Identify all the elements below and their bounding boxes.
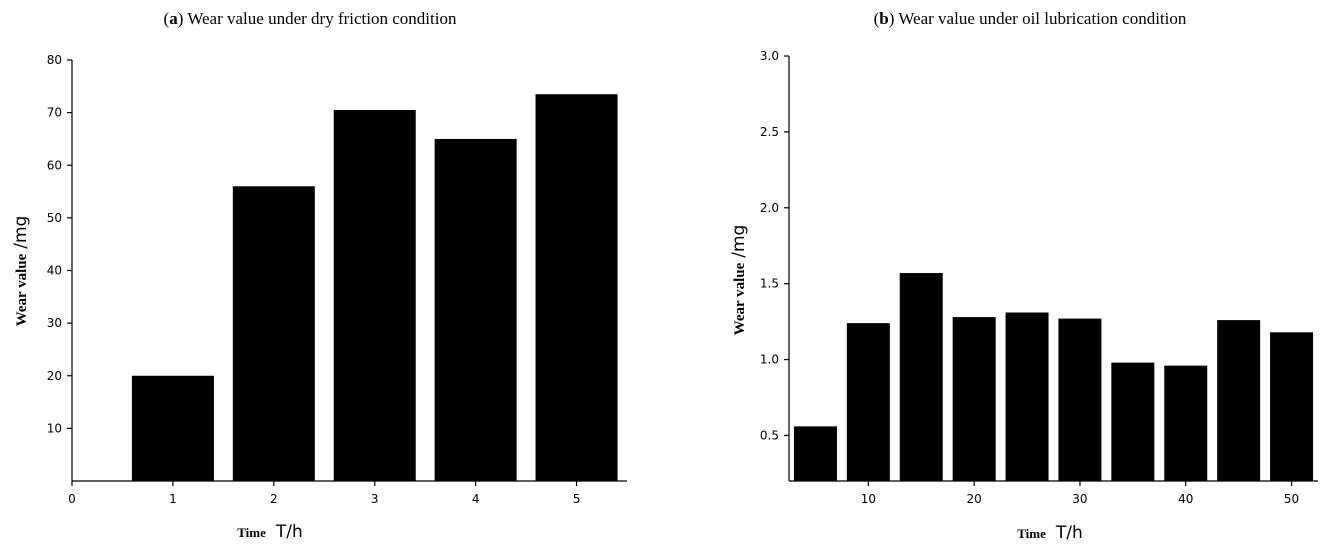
chart-a-bar [232, 186, 315, 482]
chart-b-bar [1111, 362, 1155, 481]
chart-a-y-tick-label: 50 [47, 211, 62, 225]
chart-a-y-tick-label: 70 [47, 106, 62, 120]
chart-b-title: (b) Wear value under oil lubrication con… [874, 9, 1187, 28]
chart-b-bar [846, 323, 890, 481]
chart-b-y-tick-label: 3.0 [760, 49, 779, 63]
chart-a-bar [131, 375, 214, 481]
chart-b-y-tick-label: 2.5 [760, 125, 779, 139]
chart-b-bar [793, 426, 837, 481]
chart-a-bar [434, 138, 517, 481]
chart-b-y-tick-label: 2.0 [760, 201, 779, 215]
chart-a-bar [535, 94, 618, 482]
chart-b-x-tick-label: 10 [861, 492, 876, 506]
chart-a-x-tick-label: 1 [169, 492, 177, 506]
chart-b: (b) Wear value under oil lubrication con… [729, 9, 1318, 543]
chart-a-x-tick-label: 4 [472, 492, 480, 506]
chart-b-bar [1164, 365, 1208, 481]
chart-a-title: (a) Wear value under dry friction condit… [164, 9, 457, 28]
chart-a-y-tick-label: 30 [47, 316, 62, 330]
chart-a-y-tick-label: 80 [47, 53, 62, 67]
chart-a-x-tick-label: 0 [68, 492, 76, 506]
chart-b-bar [1005, 312, 1049, 481]
chart-a-bar [333, 109, 416, 482]
chart-a: (a) Wear value under dry friction condit… [11, 9, 627, 542]
chart-b-x-tick-label: 20 [967, 492, 982, 506]
svg-text:Wear value/mg: Wear value/mg [11, 216, 31, 327]
chart-b-x-axis-label: Time T/h [1017, 523, 1083, 543]
chart-b-bar [899, 273, 943, 481]
chart-b-bar [1270, 332, 1314, 481]
chart-b-x-tick-label: 50 [1284, 492, 1299, 506]
chart-a-y-tick-label: 60 [47, 158, 62, 172]
chart-b-bar [1217, 320, 1261, 481]
chart-a-y-tick-label: 40 [47, 264, 62, 278]
chart-a-y-tick-label: 10 [47, 421, 62, 435]
chart-a-y-axis-label: Wear value/mg [11, 216, 31, 327]
chart-a-x-tick-label: 3 [371, 492, 379, 506]
chart-b-bar [1058, 318, 1102, 481]
chart-b-x-tick-label: 40 [1178, 492, 1193, 506]
chart-b-bar [952, 317, 996, 481]
chart-b-x-tick-label: 30 [1072, 492, 1087, 506]
chart-a-y-tick-label: 20 [47, 369, 62, 383]
chart-a-x-tick-label: 5 [573, 492, 581, 506]
chart-a-x-axis-label: Time T/h [237, 522, 303, 542]
chart-b-y-tick-label: 1.0 [760, 353, 779, 367]
chart-a-x-tick-label: 2 [270, 492, 278, 506]
svg-text:Wear value/mg: Wear value/mg [729, 225, 749, 336]
chart-b-y-axis-label: Wear value/mg [729, 225, 749, 336]
chart-b-y-tick-label: 0.5 [760, 428, 779, 442]
chart-b-y-tick-label: 1.5 [760, 277, 779, 291]
